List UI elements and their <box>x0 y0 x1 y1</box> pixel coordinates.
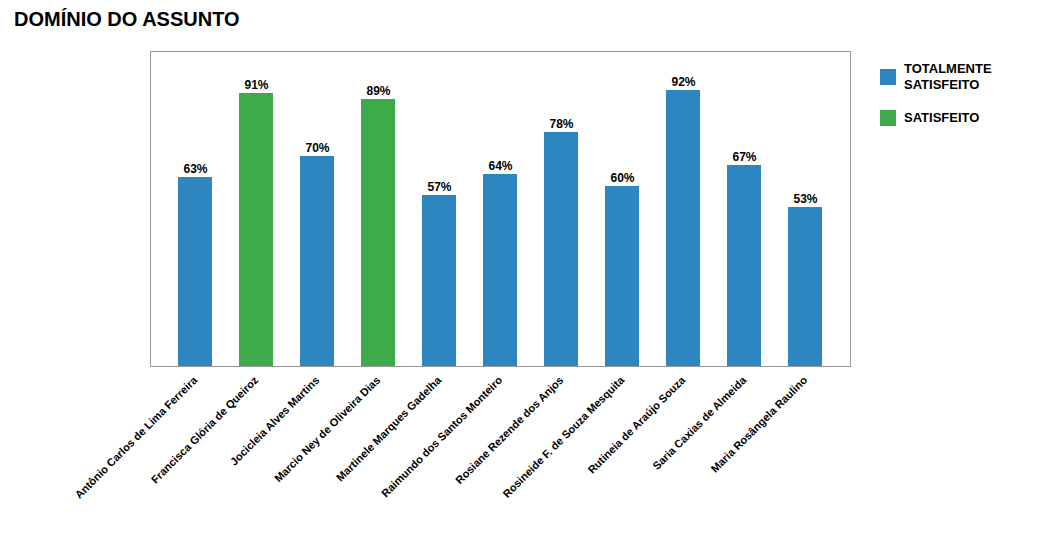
svg-text:78%: 78% <box>549 117 573 131</box>
svg-text:89%: 89% <box>366 84 390 98</box>
svg-text:53%: 53% <box>793 192 817 206</box>
svg-text:Rutineia de Araújo Souza: Rutineia de Araújo Souza <box>585 373 688 476</box>
svg-text:Maria Rosângela Raulino: Maria Rosângela Raulino <box>708 374 809 475</box>
svg-text:60%: 60% <box>610 171 634 185</box>
svg-text:Rosineide F. de Souza Mesquita: Rosineide F. de Souza Mesquita <box>500 373 627 500</box>
svg-text:57%: 57% <box>427 180 451 194</box>
svg-text:Francisca Glória de Queiroz: Francisca Glória de Queiroz <box>149 373 261 485</box>
svg-text:Antônio Carlos de Lima Ferreir: Antônio Carlos de Lima Ferreira <box>72 373 200 501</box>
svg-text:Raimundo dos Santos Monteiro: Raimundo dos Santos Monteiro <box>379 374 505 500</box>
svg-text:92%: 92% <box>671 75 695 89</box>
svg-text:Rosiane Rezende dos Anjos: Rosiane Rezende dos Anjos <box>453 374 565 486</box>
html-text:TOTALMENTE SATISFEITO: TOTALMENTE SATISFEITO <box>904 61 992 92</box>
svg-text:Martinele Marques Gadelha: Martinele Marques Gadelha <box>334 373 444 483</box>
svg-text:91%: 91% <box>244 78 268 92</box>
svg-text:Saria Caxias de Almeida: Saria Caxias de Almeida <box>650 373 749 472</box>
svg-text:64%: 64% <box>488 159 512 173</box>
html-text:DOMÍNIO DO ASSUNTO: DOMÍNIO DO ASSUNTO <box>14 8 240 30</box>
svg-text:70%: 70% <box>305 141 329 155</box>
svg-text:67%: 67% <box>732 150 756 164</box>
svg-text:Jocicleia Alves Martins: Jocicleia Alves Martins <box>227 373 322 468</box>
svg-text:63%: 63% <box>183 162 207 176</box>
svg-text:Marcio Ney de Oliveira Dias: Marcio Ney de Oliveira Dias <box>272 374 383 485</box>
html-text:SATISFEITO: SATISFEITO <box>904 110 980 126</box>
